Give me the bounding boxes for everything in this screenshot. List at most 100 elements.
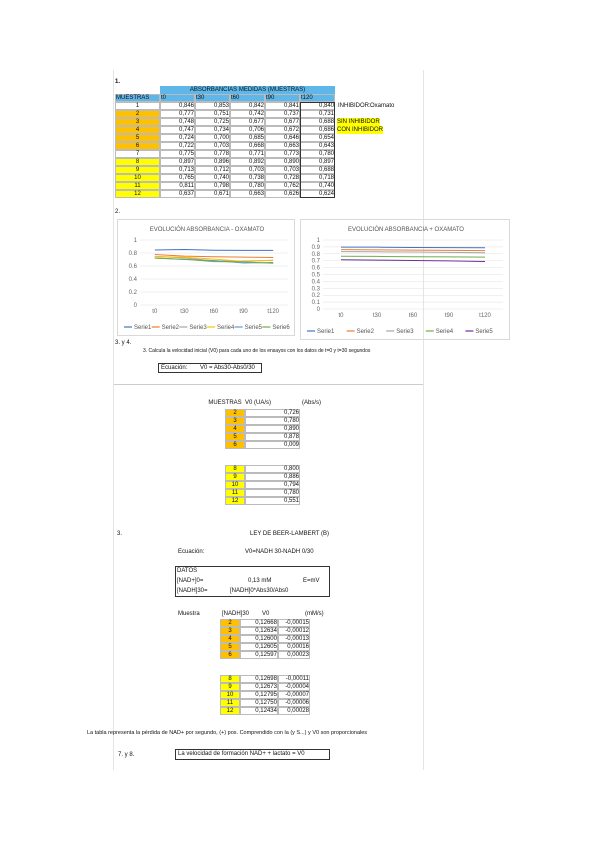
cell (225, 465, 245, 473)
equation-label: Ecuación: (178, 549, 205, 555)
table-cell: -0,00011 (285, 676, 309, 682)
line (340, 259, 486, 263)
cell (195, 134, 230, 142)
final-box (175, 749, 330, 760)
x-tick-label: t90 (239, 309, 248, 315)
table-header: t0 (161, 95, 167, 101)
table-cell: 0,646 (283, 135, 299, 141)
cell (278, 643, 310, 651)
table-cell: 0,771 (248, 151, 264, 157)
cell (195, 118, 230, 126)
table-cell: 0,726 (283, 410, 299, 416)
data-cell: E=mV (303, 578, 320, 584)
cell (115, 134, 160, 142)
cell (220, 619, 240, 627)
note: CON INHIBIDOR (337, 126, 384, 134)
line (154, 257, 274, 264)
cell (225, 497, 245, 505)
table-header: MUESTRAS (116, 95, 150, 101)
table-cell: 2 (233, 410, 237, 416)
table-cell: 0,742 (248, 111, 264, 117)
cell (240, 707, 278, 715)
table-cell: 0,747 (178, 127, 194, 133)
separator (113, 384, 423, 385)
grid-line (423, 70, 424, 770)
legend-label: Serie1 (317, 329, 335, 335)
table-cell: 0,688 (318, 167, 334, 173)
table-header: t60 (231, 95, 240, 101)
grid-line (113, 70, 114, 770)
table-cell: 3 (135, 119, 140, 125)
cell (115, 150, 160, 158)
cell (265, 166, 300, 174)
table-cell: 10 (231, 482, 239, 488)
table-cell: 0,737 (283, 111, 299, 117)
cell (265, 182, 300, 190)
cell (225, 417, 245, 425)
cell (265, 94, 300, 102)
table-cell: 0,12434 (255, 708, 277, 714)
cell (195, 182, 230, 190)
cell (240, 635, 278, 643)
table-cell: 0,740 (213, 175, 229, 181)
table-cell: 0,748 (178, 119, 194, 125)
table-cell: 0,551 (283, 498, 299, 504)
table-cell: 8 (228, 676, 232, 682)
table-cell: 0,798 (213, 183, 229, 189)
table-cell: 0,12673 (255, 684, 277, 690)
y-tick-label: 0.6 (129, 264, 138, 270)
cell (230, 134, 265, 142)
chart-title: EVOLUCIÓN ABSORBANCIA + OXAMATO (348, 226, 464, 233)
table-cell: 0,685 (248, 135, 264, 141)
y-tick-label: 0 (317, 307, 321, 313)
cell (220, 683, 240, 691)
y-tick-label: 0 (134, 303, 138, 309)
table-cell: 0,626 (283, 191, 299, 197)
table-cell: 0,740 (318, 183, 334, 189)
cell (160, 134, 195, 142)
cell (278, 619, 310, 627)
cell (240, 699, 278, 707)
table-cell: 0,12634 (255, 628, 277, 634)
legend-label: Serie2 (357, 329, 375, 335)
table-cell: 11 (134, 183, 141, 189)
table-header: V0 (262, 611, 270, 617)
table-cell: -0,00013 (285, 636, 309, 642)
cell (265, 134, 300, 142)
line (154, 253, 274, 258)
data-box (175, 566, 330, 597)
cell (195, 142, 230, 150)
table-cell: 0,718 (318, 175, 334, 181)
cell (240, 675, 278, 683)
y-tick-label: 0.8 (129, 251, 138, 257)
cell (245, 473, 300, 481)
cell (265, 126, 300, 134)
cell (160, 102, 195, 110)
chart: EVOLUCIÓN ABSORBANCIA + OXAMATO00.10.20.… (300, 219, 510, 340)
table-cell: 0,12750 (255, 700, 277, 706)
table-header: (Abs/s) (302, 400, 322, 406)
table-cell: 0,794 (283, 482, 299, 488)
table-cell: 0,780 (318, 151, 334, 157)
y-tick-label: 0.4 (312, 279, 321, 285)
cell (278, 651, 310, 659)
section-number: 3. y 4. (115, 340, 132, 346)
table-cell: 0,663 (283, 143, 299, 149)
table-cell: 0,688 (318, 119, 334, 125)
line (340, 255, 486, 258)
table-cell: 7 (135, 151, 140, 157)
cell (225, 409, 245, 417)
table-cell: 0,624 (318, 191, 334, 197)
table-cell: 0,846 (178, 103, 194, 109)
table-cell: 0,668 (248, 143, 264, 149)
cell (240, 691, 278, 699)
section-number: 3. (117, 531, 123, 537)
cell (160, 94, 195, 102)
note-label: INHIBIDOR: (338, 103, 371, 109)
table-cell: 0,12605 (255, 644, 277, 650)
legend-label: Serie1 (134, 325, 152, 331)
equation: V0=NADH 30-NADH 0/30 (245, 549, 314, 555)
cell (220, 675, 240, 683)
table-cell: 10 (226, 692, 234, 698)
